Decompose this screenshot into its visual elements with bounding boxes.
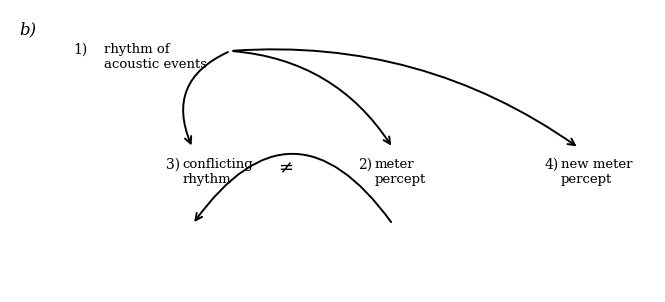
Text: meter
percept: meter percept [375, 158, 426, 186]
Text: new meter
percept: new meter percept [561, 158, 632, 186]
Text: ≠: ≠ [277, 159, 293, 177]
Text: b): b) [19, 21, 37, 38]
Text: 2): 2) [358, 158, 372, 172]
Text: conflicting
rhythm: conflicting rhythm [183, 158, 253, 186]
Text: 4): 4) [544, 158, 559, 172]
Text: 1): 1) [73, 43, 87, 57]
Text: 3): 3) [166, 158, 180, 172]
Text: rhythm of
acoustic events: rhythm of acoustic events [104, 43, 207, 71]
